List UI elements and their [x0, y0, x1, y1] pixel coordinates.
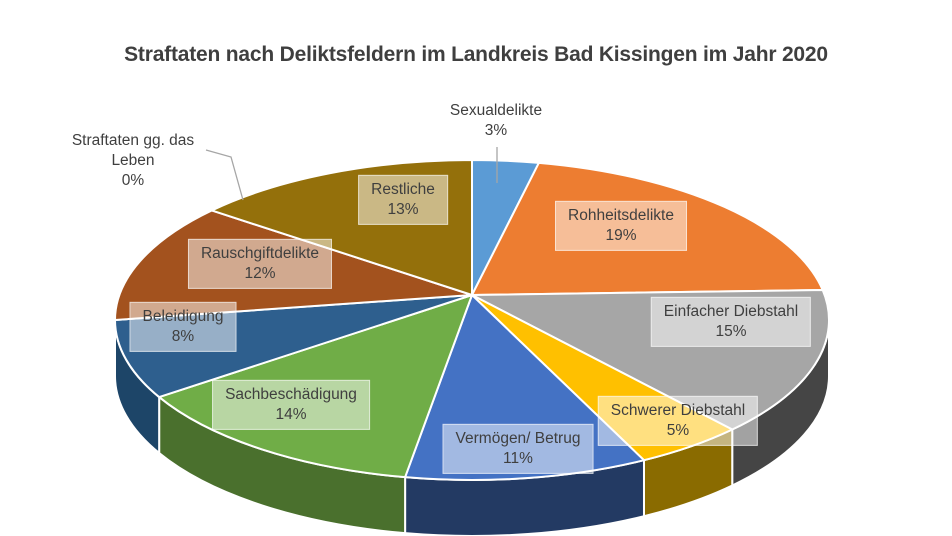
slice-percent-text: 8%: [171, 328, 195, 345]
slice-label-text: Sexualdelikte: [449, 101, 543, 119]
slice-label-text: Sachbeschädigung: [225, 385, 357, 403]
leader-lines-group: [205, 147, 498, 201]
slice-label-text: Straftaten gg. das Leben: [71, 131, 195, 169]
slice-percent-text: 0%: [121, 172, 145, 190]
chart-title: Straftaten nach Deliktsfeldern im Landkr…: [124, 43, 828, 66]
slice-label-text: Einfacher Diebstahl: [663, 302, 799, 320]
slice-label-9: Straftaten gg. das Leben 0%: [57, 131, 209, 191]
slice-label-text: Beleidigung: [142, 307, 224, 325]
slice-label-6: Sachbeschädigung 14%: [212, 379, 370, 431]
slice-label-7: Beleidigung 8%: [129, 301, 237, 353]
slice-label-8: Rauschgiftdelikte 12%: [187, 238, 333, 290]
slice-label-4: Schwerer Diebstahl 5%: [597, 395, 759, 447]
slice-label-10: Restliche 13%: [358, 174, 448, 226]
slice-label-5: Vermögen/ Betrug 11%: [442, 423, 594, 475]
leader-line-9: [205, 149, 244, 201]
slice-label-text: Rohheitsdelikte: [568, 206, 674, 224]
slice-label-text: Schwerer Diebstahl: [610, 401, 746, 419]
slice-label-text: Rauschgiftdelikte: [200, 244, 320, 262]
slice-percent-text: 19%: [605, 227, 637, 244]
slice-percent-text: 11%: [503, 450, 533, 467]
slice-label-1: Sexualdelikte 3%: [450, 101, 542, 141]
slice-percent-text: 12%: [244, 265, 276, 282]
slice-percent-text: 15%: [715, 323, 747, 340]
slice-percent-text: 14%: [275, 406, 307, 423]
slice-percent-text: 5%: [666, 422, 690, 439]
slice-percent-text: 3%: [484, 122, 508, 139]
slice-percent-text: 13%: [387, 201, 419, 218]
slice-label-text: Restliche: [371, 180, 435, 198]
slice-label-3: Einfacher Diebstahl 15%: [650, 296, 812, 348]
slice-label-text: Vermögen/ Betrug: [455, 429, 581, 447]
slice-label-2: Rohheitsdelikte 19%: [555, 200, 687, 252]
